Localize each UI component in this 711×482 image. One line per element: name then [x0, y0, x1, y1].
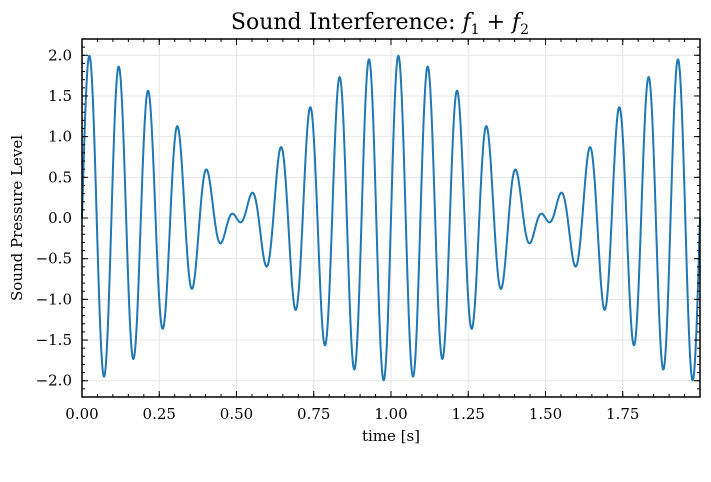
y-tick-label: −0.5 [36, 250, 72, 268]
y-tick-label: 0.0 [48, 209, 72, 227]
y-tick-label: 2.0 [48, 46, 72, 64]
series-layer [81, 54, 701, 382]
x-tick-label: 1.75 [606, 405, 639, 423]
x-tick-label: 1.00 [374, 405, 407, 423]
x-tick-label: 0.00 [65, 405, 98, 423]
y-tick-label: −1.0 [36, 290, 72, 308]
x-ticks: 0.00 0.25 0.50 0.75 1.00 1.25 1.50 1.75 [65, 39, 701, 423]
x-tick-label: 1.50 [529, 405, 562, 423]
chart-title: Sound Interference: f1 + f2 [231, 10, 529, 38]
y-tick-label: −2.0 [36, 372, 72, 390]
x-tick-label: 1.25 [452, 405, 485, 423]
y-tick-label: 0.5 [48, 168, 72, 186]
y-ticks: 2.0 1.5 1.0 0.5 0.0 −0.5 −1.0 −1.5 −2.0 [36, 46, 700, 390]
x-tick-label: 0.75 [297, 405, 330, 423]
y-tick-label: 1.5 [48, 87, 72, 105]
series-line [81, 54, 701, 382]
y-axis-label: Sound Pressure Level [8, 135, 26, 301]
x-tick-label: 0.50 [220, 405, 253, 423]
y-tick-label: 1.0 [48, 128, 72, 146]
x-tick-label: 0.25 [143, 405, 176, 423]
x-axis-label: time [s] [362, 427, 420, 445]
y-tick-label: −1.5 [36, 331, 72, 349]
